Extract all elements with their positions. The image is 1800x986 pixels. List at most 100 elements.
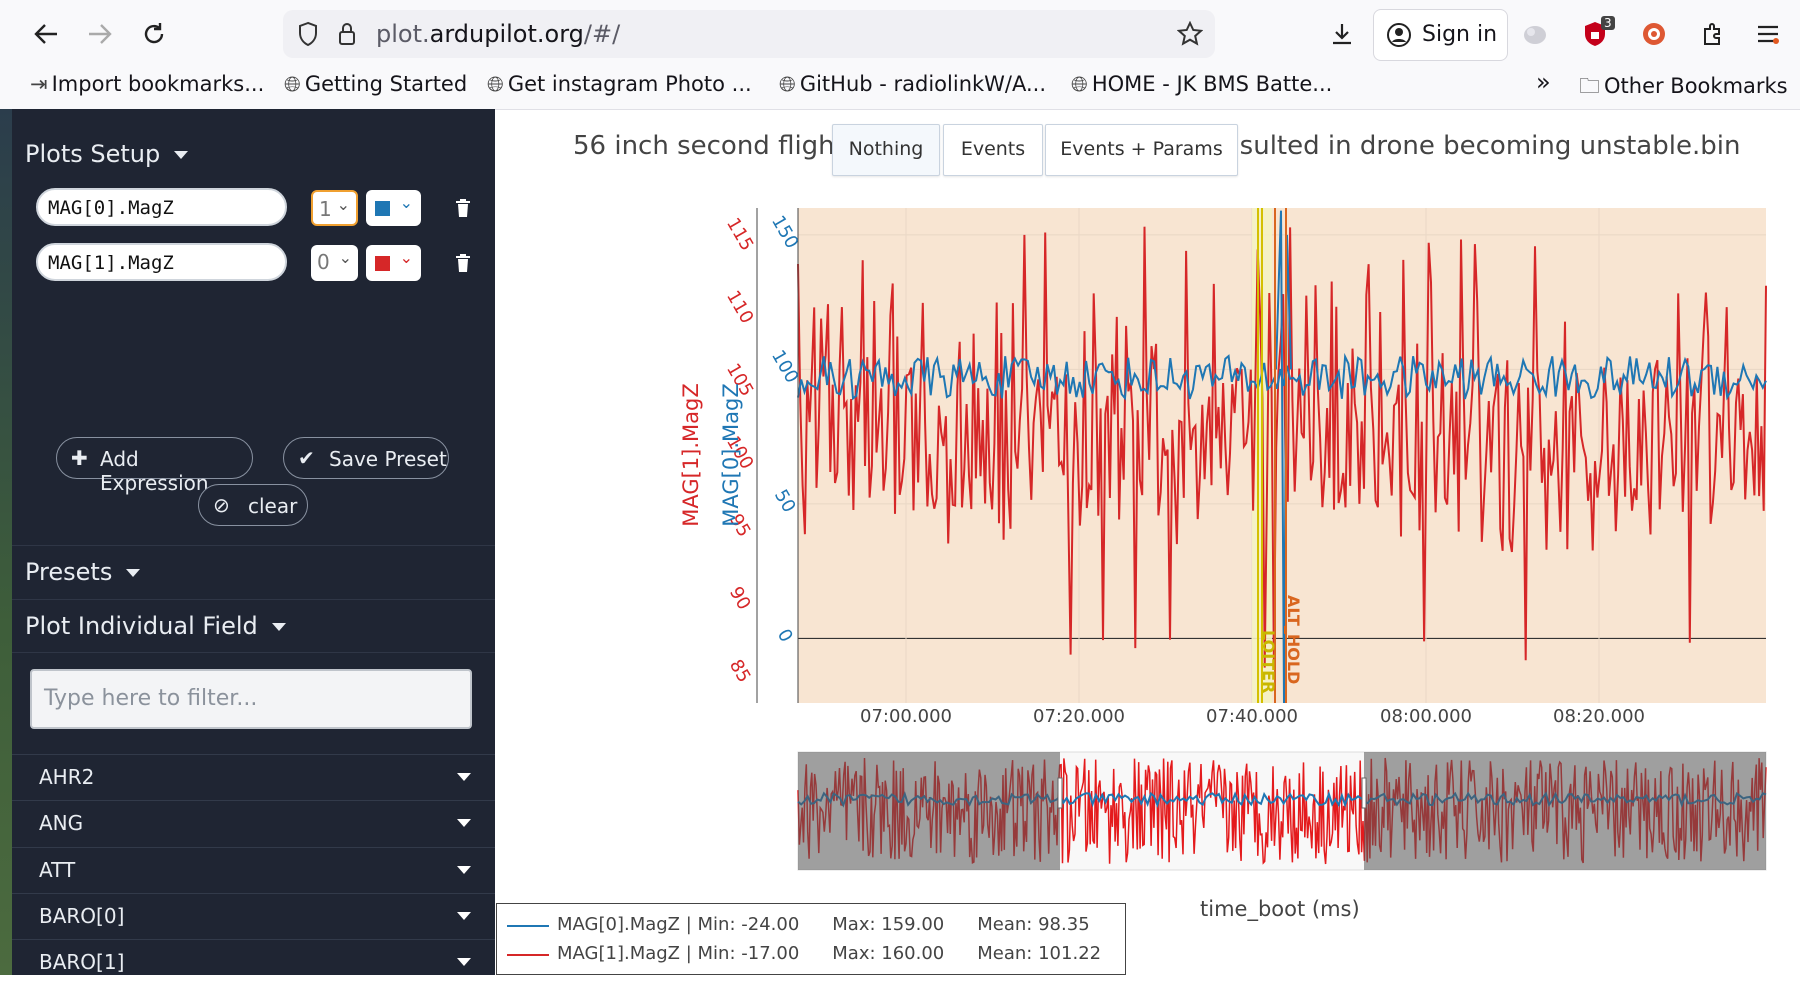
- bookmark-label: HOME - JK BMS Batte...: [1091, 72, 1333, 96]
- save-preset-button[interactable]: ✔ Save Preset: [283, 437, 449, 479]
- expression-input[interactable]: MAG[0].MagZ: [36, 188, 287, 226]
- chevron-down-icon: ⌄: [338, 248, 352, 267]
- trash-icon[interactable]: [455, 199, 471, 217]
- x-tick-label: 07:20.000: [1033, 706, 1125, 727]
- legend-swatch: [507, 925, 549, 927]
- bookmark-getting-started[interactable]: 🌐︎ Getting Started: [284, 72, 467, 97]
- legend-min: -24.00: [741, 914, 800, 935]
- legend-name: MAG[0].MagZ: [557, 914, 681, 935]
- rangeslider-handle-left: [1057, 777, 1063, 809]
- bookmark-other[interactable]: 🗀︎ Other Bookmarks: [1579, 72, 1788, 107]
- color-select[interactable]: ⌄: [366, 190, 421, 226]
- field-group-label: AHR2: [39, 765, 95, 789]
- shield-icon[interactable]: [297, 21, 319, 51]
- plots-setup-toggle[interactable]: Plots Setup: [25, 140, 189, 168]
- forward-icon[interactable]: [80, 14, 120, 54]
- bookmark-label: GitHub - radiolinkW/A...: [799, 72, 1047, 96]
- chevron-down-icon: ⌄: [336, 195, 350, 214]
- plot-title-left: 56 inch second fligh: [573, 131, 835, 161]
- browser-toolbar: plot.ardupilot.org/#/ Sign in 3 ⇥ Import …: [0, 0, 1800, 110]
- field-group-ahr2[interactable]: AHR2: [12, 754, 495, 801]
- legend-mean: 98.35: [1038, 914, 1090, 935]
- menu-icon[interactable]: [1748, 14, 1788, 54]
- field-group-ang[interactable]: ANG: [12, 800, 495, 847]
- url-text[interactable]: plot.ardupilot.org/#/: [376, 20, 620, 48]
- rangeslider-mask-right: [1364, 752, 1766, 870]
- plot-individual-field-toggle[interactable]: Plot Individual Field: [25, 612, 286, 640]
- color-swatch: [375, 201, 390, 216]
- presets-toggle[interactable]: Presets: [25, 558, 141, 586]
- extensions-icon[interactable]: [1693, 14, 1733, 54]
- y2-tick-label: 95: [725, 510, 755, 540]
- duckduckgo-icon[interactable]: [1634, 14, 1674, 54]
- bookmarks-overflow-icon[interactable]: »: [1536, 68, 1551, 96]
- plot-title: 56 inch second fligh sulted in drone beco…: [573, 131, 1740, 161]
- y2-tick-label: 105: [722, 360, 757, 400]
- add-expression-button[interactable]: ✚ Add Expression: [56, 437, 253, 495]
- plot-individual-field-label: Plot Individual Field: [25, 612, 258, 640]
- series-spike-mag0: [1275, 210, 1292, 704]
- bookmark-label: Other Bookmarks: [1604, 74, 1788, 98]
- sign-in-button[interactable]: Sign in: [1373, 9, 1508, 61]
- y-tick-label: 150: [767, 212, 802, 252]
- ban-icon: ⊘: [213, 493, 230, 517]
- legend-entry: MAG[0].MagZ | Min: -24.00 Max: 159.00 Mean…: [557, 914, 1090, 935]
- back-icon[interactable]: [26, 14, 66, 54]
- rangeslider-series-mag0: [797, 790, 1767, 809]
- y2-tick-label: 90: [725, 583, 755, 613]
- color-select[interactable]: ⌄: [366, 245, 421, 281]
- bookmark-jkbms[interactable]: 🌐︎ HOME - JK BMS Batte...: [1071, 72, 1332, 97]
- axis-value: 1: [319, 197, 332, 221]
- globe-icon: 🌐︎: [779, 72, 796, 96]
- mode-band: [1252, 208, 1272, 703]
- trash-icon[interactable]: [455, 254, 471, 272]
- y-tick-label: 0: [773, 625, 797, 645]
- bookmark-label: Get instagram Photo ...: [507, 72, 752, 96]
- extension-puzzle-cloud-icon[interactable]: [1515, 14, 1555, 54]
- bookmark-instagram[interactable]: 🌐︎ Get instagram Photo ...: [487, 72, 752, 97]
- series-line-mag0: [797, 352, 1767, 401]
- rangeslider-background: [797, 751, 1767, 871]
- y-tick-label: 50: [770, 486, 800, 516]
- field-filter-input[interactable]: Type here to filter...: [30, 669, 472, 729]
- ublock-icon[interactable]: 3: [1575, 14, 1615, 54]
- field-group-baro1[interactable]: BARO[1]: [12, 939, 495, 986]
- bookmark-import[interactable]: ⇥ Import bookmarks...: [30, 72, 264, 96]
- chevron-down-icon: ⌄: [399, 248, 413, 267]
- legend-entry: MAG[1].MagZ | Min: -17.00 Max: 160.00 Mean…: [557, 943, 1102, 964]
- star-icon[interactable]: [1176, 20, 1204, 51]
- ublock-badge: 3: [1601, 16, 1615, 30]
- field-group-label: ATT: [39, 858, 76, 882]
- url-bar[interactable]: plot.ardupilot.org/#/: [283, 10, 1215, 58]
- events-params-button[interactable]: Events + Params: [1045, 124, 1238, 176]
- caret-down-icon: [126, 569, 141, 577]
- field-group-baro0[interactable]: BARO[0]: [12, 893, 495, 940]
- download-icon[interactable]: [1322, 14, 1362, 54]
- caret-down-icon: [457, 958, 471, 966]
- folder-icon: 🗀︎: [1579, 74, 1600, 98]
- field-group-att[interactable]: ATT: [12, 847, 495, 894]
- plus-icon: ✚: [71, 446, 88, 470]
- field-group-label: BARO[0]: [39, 904, 125, 928]
- reload-icon[interactable]: [134, 14, 174, 54]
- divider: [12, 652, 495, 653]
- caret-down-icon: [271, 623, 286, 631]
- events-button[interactable]: Events: [943, 124, 1043, 176]
- y2-axis-title: MAG[1].MagZ: [679, 383, 703, 527]
- bookmark-github[interactable]: 🌐︎ GitHub - radiolinkW/A...: [779, 72, 1046, 97]
- axis-select[interactable]: 1 ⌄: [311, 190, 358, 226]
- chevron-down-icon: ⌄: [399, 193, 413, 212]
- nothing-button[interactable]: Nothing: [832, 124, 940, 176]
- presets-label: Presets: [25, 558, 113, 586]
- expression-input[interactable]: MAG[1].MagZ: [36, 243, 287, 281]
- clear-button[interactable]: ⊘ clear: [198, 484, 308, 526]
- x-axis-label: time_boot (ms): [1200, 897, 1360, 921]
- plot-title-right: sulted in drone becoming unstable.bin: [1239, 131, 1741, 161]
- mode-label-althold: ALT_HOLD: [1284, 595, 1303, 684]
- legend-max: 159.00: [881, 914, 945, 935]
- axis-select[interactable]: 0 ⌄: [311, 245, 358, 281]
- y-tick-label: 100: [767, 347, 802, 387]
- legend-swatch: [507, 954, 549, 956]
- sign-in-label: Sign in: [1422, 22, 1498, 47]
- lock-icon[interactable]: [337, 21, 357, 51]
